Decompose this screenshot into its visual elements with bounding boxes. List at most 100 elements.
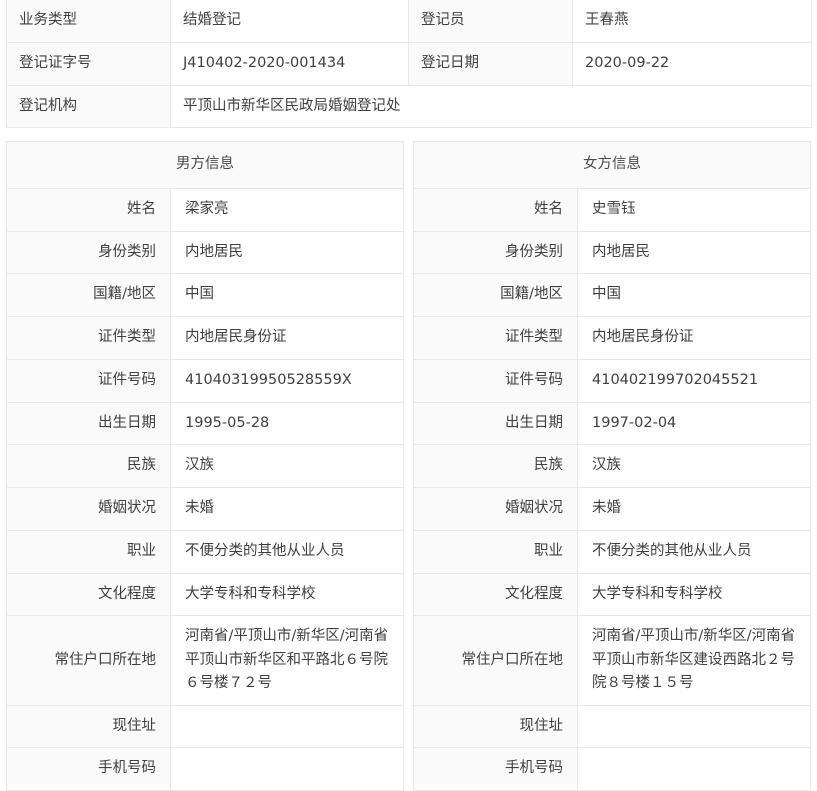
female-value-household-address: 河南省/平顶山市/新华区/河南省平顶山市新华区建设西路北２号院８号楼１５号 [577,615,811,706]
male-label-nationality: 国籍/地区 [6,273,171,317]
summary-label-registration-date: 登记日期 [408,42,573,86]
person-info-section: 男方信息 姓名 梁家亮 身份类别 内地居民 国籍/地区 中国 [6,141,811,791]
table-row: 文化程度 大学专科和专科学校 [413,573,811,617]
female-value-identity-category: 内地居民 [577,231,811,275]
female-value-marital-status: 未婚 [577,487,811,531]
male-value-household-address: 河南省/平顶山市/新华区/河南省平顶山市新华区和平路北６号院６号楼７２号 [170,615,404,706]
table-row: 证件号码 41040319950528559X [6,359,404,403]
female-value-name: 史雪钰 [577,188,811,232]
table-row: 证件类型 内地居民身份证 [6,316,404,360]
female-label-name: 姓名 [413,188,578,232]
male-label-ethnicity: 民族 [6,444,171,488]
male-value-birth-date: 1995-05-28 [170,402,404,446]
male-label-name: 姓名 [6,188,171,232]
table-row: 婚姻状况 未婚 [413,487,811,531]
female-info-header: 女方信息 [413,141,811,189]
female-value-education: 大学专科和专科学校 [577,573,811,617]
female-label-mobile-number: 手机号码 [413,747,578,791]
male-label-marital-status: 婚姻状况 [6,487,171,531]
table-row: 国籍/地区 中国 [413,273,811,317]
table-row: 姓名 梁家亮 [6,188,404,232]
male-label-occupation: 职业 [6,530,171,574]
table-row: 登记机构 平顶山市新华区民政局婚姻登记处 [6,85,812,129]
female-label-marital-status: 婚姻状况 [413,487,578,531]
male-value-document-number: 41040319950528559X [170,359,404,403]
table-row: 手机号码 [413,747,811,791]
female-label-document-type: 证件类型 [413,316,578,360]
table-row: 出生日期 1995-05-28 [6,402,404,446]
male-label-current-address: 现住址 [6,705,171,749]
male-value-occupation: 不便分类的其他从业人员 [170,530,404,574]
male-info-card: 男方信息 姓名 梁家亮 身份类别 内地居民 国籍/地区 中国 [6,141,404,791]
summary-value-business-type: 结婚登记 [170,0,409,43]
male-value-education: 大学专科和专科学校 [170,573,404,617]
table-row: 身份类别 内地居民 [413,231,811,275]
female-label-nationality: 国籍/地区 [413,273,578,317]
male-info-header: 男方信息 [6,141,404,189]
male-label-document-number: 证件号码 [6,359,171,403]
summary-label-registration-office: 登记机构 [6,85,171,129]
male-label-document-type: 证件类型 [6,316,171,360]
female-label-document-number: 证件号码 [413,359,578,403]
registration-summary-section: 业务类型 结婚登记 登记员 王春燕 登记证字号 J410402-2020-001… [6,0,812,129]
table-row: 姓名 史雪钰 [413,188,811,232]
male-label-mobile-number: 手机号码 [6,747,171,791]
female-value-ethnicity: 汉族 [577,444,811,488]
female-value-birth-date: 1997-02-04 [577,402,811,446]
female-label-identity-category: 身份类别 [413,231,578,275]
male-value-document-type: 内地居民身份证 [170,316,404,360]
table-row: 婚姻状况 未婚 [6,487,404,531]
summary-value-registration-office: 平顶山市新华区民政局婚姻登记处 [170,85,812,129]
table-row: 职业 不便分类的其他从业人员 [6,530,404,574]
table-row: 证件类型 内地居民身份证 [413,316,811,360]
table-row: 登记证字号 J410402-2020-001434 登记日期 2020-09-2… [6,42,812,86]
summary-label-registrar: 登记员 [408,0,573,43]
female-value-current-address [577,705,811,749]
registration-summary-table: 业务类型 结婚登记 登记员 王春燕 登记证字号 J410402-2020-001… [6,0,812,129]
female-value-mobile-number [577,747,811,791]
male-value-marital-status: 未婚 [170,487,404,531]
table-row-header: 女方信息 [413,141,811,189]
table-row-header: 男方信息 [6,141,404,189]
marriage-registration-detail-page: 业务类型 结婚登记 登记员 王春燕 登记证字号 J410402-2020-001… [6,0,812,791]
table-row: 常住户口所在地 河南省/平顶山市/新华区/河南省平顶山市新华区建设西路北２号院８… [413,615,811,706]
male-value-mobile-number [170,747,404,791]
male-value-current-address [170,705,404,749]
table-row: 现住址 [413,705,811,749]
male-value-ethnicity: 汉族 [170,444,404,488]
male-value-name: 梁家亮 [170,188,404,232]
female-info-card: 女方信息 姓名 史雪钰 身份类别 内地居民 国籍/地区 中国 [413,141,811,791]
table-row: 文化程度 大学专科和专科学校 [6,573,404,617]
table-row: 国籍/地区 中国 [6,273,404,317]
female-label-occupation: 职业 [413,530,578,574]
male-label-birth-date: 出生日期 [6,402,171,446]
table-row: 手机号码 [6,747,404,791]
summary-label-certificate-no: 登记证字号 [6,42,171,86]
table-row: 民族 汉族 [6,444,404,488]
male-label-education: 文化程度 [6,573,171,617]
table-row: 民族 汉族 [413,444,811,488]
female-value-nationality: 中国 [577,273,811,317]
female-label-current-address: 现住址 [413,705,578,749]
female-info-table: 女方信息 姓名 史雪钰 身份类别 内地居民 国籍/地区 中国 [413,141,811,791]
female-value-document-type: 内地居民身份证 [577,316,811,360]
female-label-household-address: 常住户口所在地 [413,615,578,706]
summary-value-certificate-no: J410402-2020-001434 [170,42,409,86]
male-value-identity-category: 内地居民 [170,231,404,275]
summary-value-registration-date: 2020-09-22 [572,42,812,86]
summary-label-business-type: 业务类型 [6,0,171,43]
table-row: 职业 不便分类的其他从业人员 [413,530,811,574]
table-row: 身份类别 内地居民 [6,231,404,275]
female-label-ethnicity: 民族 [413,444,578,488]
male-label-identity-category: 身份类别 [6,231,171,275]
female-value-occupation: 不便分类的其他从业人员 [577,530,811,574]
male-info-table: 男方信息 姓名 梁家亮 身份类别 内地居民 国籍/地区 中国 [6,141,404,791]
female-value-document-number: 410402199702045521 [577,359,811,403]
table-row: 出生日期 1997-02-04 [413,402,811,446]
female-label-birth-date: 出生日期 [413,402,578,446]
male-label-household-address: 常住户口所在地 [6,615,171,706]
summary-value-registrar: 王春燕 [572,0,812,43]
table-row: 现住址 [6,705,404,749]
table-row: 业务类型 结婚登记 登记员 王春燕 [6,0,812,43]
table-row: 常住户口所在地 河南省/平顶山市/新华区/河南省平顶山市新华区和平路北６号院６号… [6,615,404,706]
